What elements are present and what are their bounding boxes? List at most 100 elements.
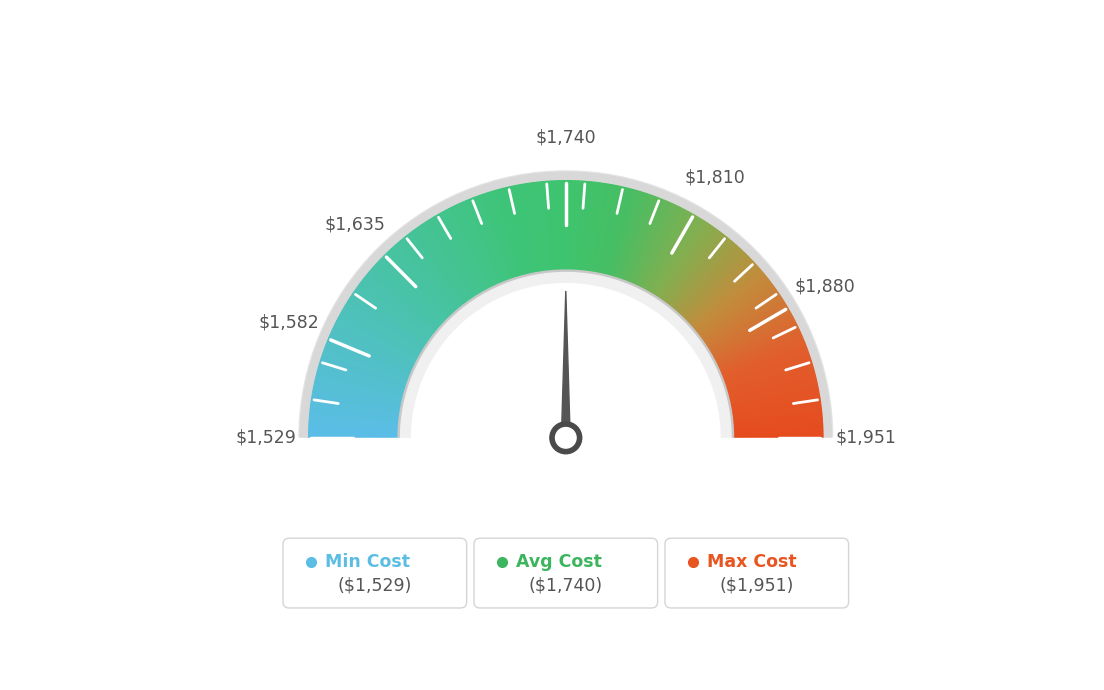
Wedge shape <box>408 233 465 306</box>
Wedge shape <box>725 366 814 393</box>
Wedge shape <box>438 213 485 293</box>
Wedge shape <box>383 256 448 321</box>
Wedge shape <box>718 334 802 372</box>
Wedge shape <box>341 310 422 357</box>
Wedge shape <box>328 339 412 375</box>
Wedge shape <box>655 221 705 298</box>
Wedge shape <box>731 406 821 418</box>
Wedge shape <box>721 345 806 379</box>
Wedge shape <box>460 203 499 286</box>
Wedge shape <box>338 317 418 361</box>
Wedge shape <box>723 355 809 385</box>
Wedge shape <box>450 207 492 289</box>
Wedge shape <box>598 186 618 275</box>
Wedge shape <box>668 235 725 307</box>
Wedge shape <box>550 181 556 272</box>
Wedge shape <box>495 190 521 278</box>
Wedge shape <box>640 208 682 290</box>
Wedge shape <box>480 195 512 281</box>
Wedge shape <box>545 181 554 272</box>
Wedge shape <box>331 331 415 369</box>
Wedge shape <box>367 274 437 333</box>
Wedge shape <box>548 181 555 272</box>
Wedge shape <box>426 221 477 298</box>
Wedge shape <box>447 209 490 290</box>
Wedge shape <box>722 347 807 380</box>
Wedge shape <box>309 422 400 428</box>
Wedge shape <box>731 410 821 421</box>
Text: Min Cost: Min Cost <box>325 553 410 571</box>
Wedge shape <box>713 317 794 361</box>
Wedge shape <box>710 310 790 357</box>
Wedge shape <box>700 285 774 340</box>
Wedge shape <box>602 187 624 275</box>
Text: $1,740: $1,740 <box>535 129 596 147</box>
Wedge shape <box>728 376 816 399</box>
Wedge shape <box>694 275 766 334</box>
Wedge shape <box>646 213 691 293</box>
Wedge shape <box>500 189 524 277</box>
Wedge shape <box>730 395 819 412</box>
Wedge shape <box>714 321 796 364</box>
Wedge shape <box>669 236 726 308</box>
Wedge shape <box>317 374 404 397</box>
Wedge shape <box>326 345 411 379</box>
Wedge shape <box>316 376 404 399</box>
Wedge shape <box>521 184 539 274</box>
Wedge shape <box>310 408 401 420</box>
Wedge shape <box>677 246 739 315</box>
Wedge shape <box>349 298 426 348</box>
Wedge shape <box>368 273 438 332</box>
Wedge shape <box>728 378 816 400</box>
Wedge shape <box>689 265 757 327</box>
Wedge shape <box>317 372 405 397</box>
Wedge shape <box>312 390 402 408</box>
Wedge shape <box>679 249 742 317</box>
Wedge shape <box>732 436 822 438</box>
Wedge shape <box>578 181 588 272</box>
Wedge shape <box>614 192 641 279</box>
Wedge shape <box>355 288 431 342</box>
Wedge shape <box>702 290 777 343</box>
Wedge shape <box>310 412 400 422</box>
Wedge shape <box>320 360 407 389</box>
Wedge shape <box>369 271 439 331</box>
Wedge shape <box>704 295 781 346</box>
Wedge shape <box>391 248 454 315</box>
Wedge shape <box>581 181 590 272</box>
Wedge shape <box>732 412 821 422</box>
Wedge shape <box>613 191 639 278</box>
Wedge shape <box>726 372 815 397</box>
Wedge shape <box>732 434 822 437</box>
Wedge shape <box>428 219 478 297</box>
Wedge shape <box>354 290 429 343</box>
Wedge shape <box>344 305 423 353</box>
Wedge shape <box>681 252 745 318</box>
Wedge shape <box>684 257 751 322</box>
Wedge shape <box>554 181 560 271</box>
Wedge shape <box>732 420 822 427</box>
Wedge shape <box>584 182 596 273</box>
Text: ($1,529): ($1,529) <box>338 577 412 595</box>
Wedge shape <box>732 422 822 428</box>
Wedge shape <box>698 280 771 337</box>
Wedge shape <box>596 185 614 274</box>
Wedge shape <box>599 186 620 275</box>
Wedge shape <box>406 235 464 307</box>
Wedge shape <box>697 279 768 336</box>
FancyBboxPatch shape <box>283 538 467 608</box>
Wedge shape <box>359 284 433 339</box>
Wedge shape <box>638 206 679 288</box>
Wedge shape <box>473 197 507 282</box>
Text: ($1,740): ($1,740) <box>529 577 603 595</box>
Wedge shape <box>658 224 710 300</box>
Wedge shape <box>422 224 474 300</box>
Wedge shape <box>590 184 604 273</box>
Wedge shape <box>380 259 446 323</box>
Wedge shape <box>605 188 628 276</box>
Wedge shape <box>641 209 684 290</box>
Wedge shape <box>732 413 821 424</box>
Wedge shape <box>591 184 606 273</box>
Wedge shape <box>312 392 402 409</box>
Wedge shape <box>661 228 715 302</box>
